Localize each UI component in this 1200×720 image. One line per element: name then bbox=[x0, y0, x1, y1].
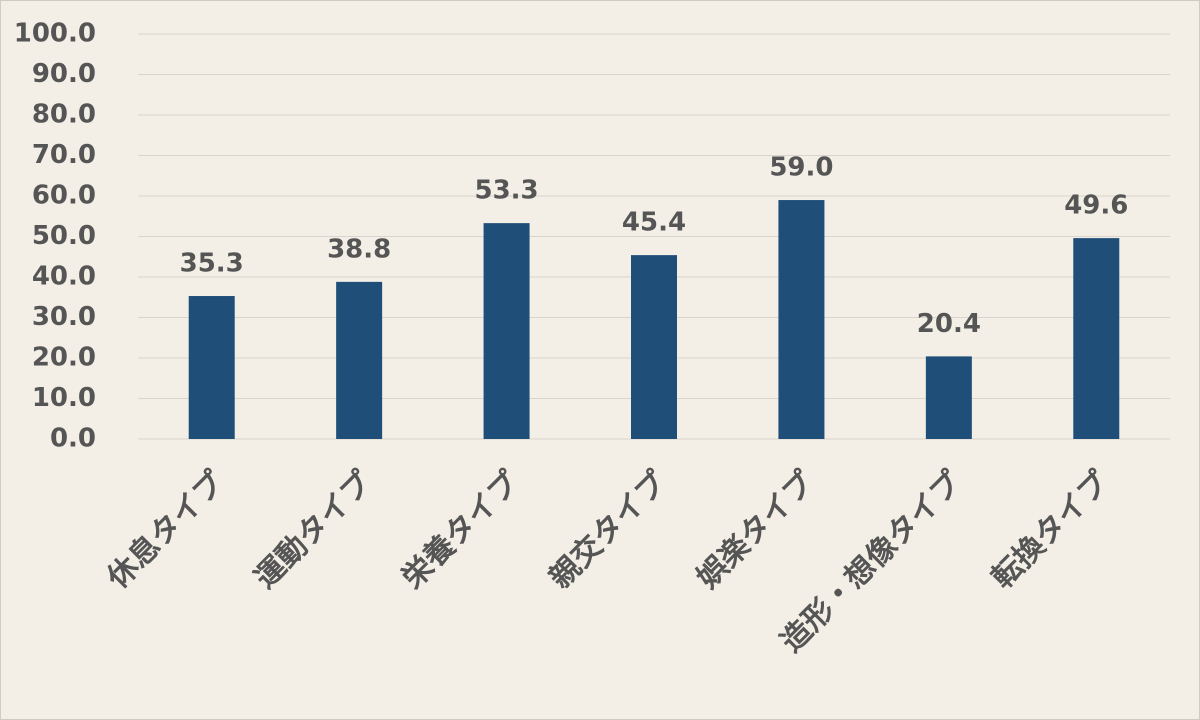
bar bbox=[1073, 238, 1120, 439]
bar bbox=[483, 223, 530, 439]
y-tick-label: 70.0 bbox=[32, 140, 96, 170]
bar bbox=[631, 255, 677, 439]
y-tick-label: 30.0 bbox=[32, 302, 96, 332]
data-label: 38.8 bbox=[327, 234, 391, 264]
bar bbox=[778, 200, 825, 439]
y-tick-label: 80.0 bbox=[32, 100, 96, 130]
data-label: 35.3 bbox=[180, 249, 244, 279]
data-label: 59.0 bbox=[769, 153, 833, 183]
bar bbox=[336, 281, 383, 439]
bar bbox=[925, 356, 972, 439]
bar bbox=[188, 296, 235, 439]
y-tick-label: 60.0 bbox=[32, 181, 96, 211]
data-label: 20.4 bbox=[917, 309, 981, 339]
data-label: 49.6 bbox=[1064, 191, 1128, 221]
y-tick-label: 0.0 bbox=[50, 424, 96, 454]
y-tick-label: 20.0 bbox=[32, 343, 96, 373]
y-tick-label: 50.0 bbox=[32, 221, 96, 251]
data-label: 45.4 bbox=[622, 208, 686, 238]
y-tick-label: 40.0 bbox=[32, 262, 96, 292]
y-tick-label: 100.0 bbox=[14, 19, 96, 49]
y-tick-label: 10.0 bbox=[32, 383, 96, 413]
y-tick-label: 90.0 bbox=[32, 59, 96, 89]
data-label: 53.3 bbox=[474, 176, 538, 206]
